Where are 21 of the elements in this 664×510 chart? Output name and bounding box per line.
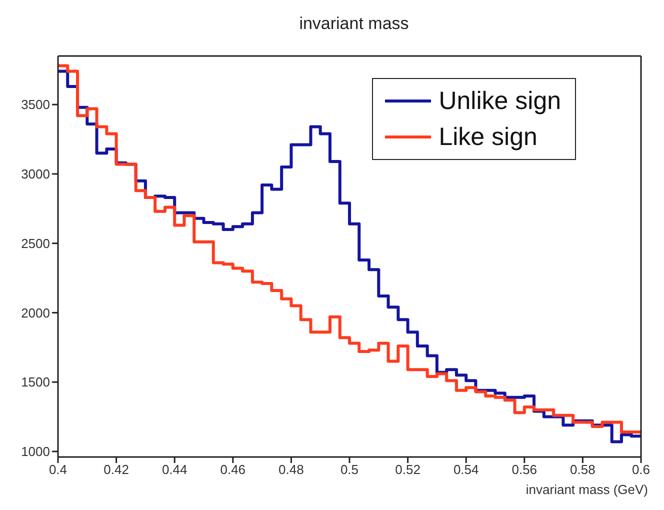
x-tick-label: 0.5 (340, 462, 359, 478)
x-tick-label: 0.54 (453, 462, 479, 478)
x-tick-label: 0.56 (512, 462, 538, 478)
y-tick-label: 2500 (21, 236, 50, 251)
x-tick-label: 0.42 (104, 462, 129, 478)
x-tick-label: 0.6 (632, 462, 650, 478)
y-tick-label: 1500 (21, 374, 50, 390)
x-axis-title: invariant mass (GeV) (526, 482, 648, 497)
x-tick-label: 0.58 (570, 462, 596, 478)
y-tick-label: 1000 (21, 444, 50, 460)
x-tick-label: 0.4 (48, 462, 68, 478)
x-tick-label: 0.44 (162, 462, 188, 478)
y-tick-label: 3000 (21, 166, 50, 182)
legend-label: Like sign (438, 122, 538, 153)
x-tick-label: 0.48 (278, 462, 304, 478)
chart-title: invariant mass (298, 14, 410, 34)
x-tick-label: 0.52 (395, 462, 420, 478)
y-tick-label: 3500 (21, 97, 50, 112)
x-tick-label: 0.46 (220, 462, 246, 478)
legend-label: Unlike sign (438, 86, 561, 117)
y-tick-label: 2000 (21, 305, 50, 320)
